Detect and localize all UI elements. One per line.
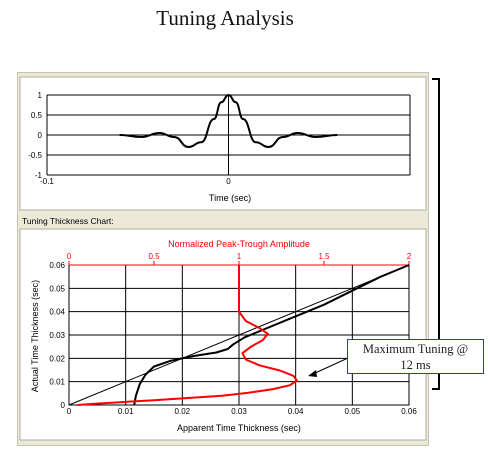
tuning-series-line xyxy=(133,264,410,406)
right-bracket xyxy=(432,78,440,390)
tuning-xtick-label: 0 xyxy=(67,407,72,416)
tuning-xtick-label: 0.04 xyxy=(288,407,304,416)
wavelet-ytick-label: 0 xyxy=(38,131,43,140)
callout-arrowhead xyxy=(308,370,317,377)
tuning-panel-header: Tuning Thickness Chart: xyxy=(22,216,114,226)
wavelet-xtick-label: -0.1 xyxy=(40,177,54,186)
tuning-top-tick-label: 0.5 xyxy=(148,252,160,261)
wavelet-xlabel: Time (sec) xyxy=(209,193,251,203)
tuning-ytick-label: 0.01 xyxy=(49,378,65,387)
tuning-top-tick-label: 1 xyxy=(237,252,242,261)
max-tuning-callout: Maximum Tuning @ 12 ms xyxy=(347,339,484,374)
tuning-xtick-label: 0.03 xyxy=(231,407,247,416)
tuning-xtick-label: 0.05 xyxy=(345,407,361,416)
tuning-xlabel: Apparent Time Thickness (sec) xyxy=(177,423,301,433)
wavelet-ytick-label: -0.5 xyxy=(28,151,42,160)
wavelet-xtick-label: 0 xyxy=(226,177,231,186)
callout-line-1: Maximum Tuning @ xyxy=(362,342,469,356)
tuning-top-title: Normalized Peak-Trough Amplitude xyxy=(168,239,310,249)
tuning-ytick-label: 0.04 xyxy=(49,308,65,317)
wavelet-ytick-label: 1 xyxy=(38,91,43,100)
wavelet-panel xyxy=(19,76,427,211)
tuning-ytick-label: 0.05 xyxy=(49,284,65,293)
wavelet-series-line xyxy=(119,93,338,149)
callout-arrow-line xyxy=(312,357,349,375)
page-title: Tuning Analysis xyxy=(156,6,294,30)
tuning-xtick-label: 0.02 xyxy=(175,407,191,416)
tuning-top-tick-label: 2 xyxy=(407,252,412,261)
tuning-ytick-label: 0.03 xyxy=(49,331,65,340)
reference-diagonal-line xyxy=(68,264,410,406)
tuning-ytick-label: 0.06 xyxy=(49,261,65,270)
tuning-xtick-label: 0.01 xyxy=(118,407,134,416)
callout-line-2: 12 ms xyxy=(400,358,431,372)
wavelet-plot: 1 0.5 0 -0.5 -1-0.1 0 xyxy=(28,91,411,186)
tuning-xtick-label: 0.06 xyxy=(401,407,417,416)
tuning-ytick-label: 0 xyxy=(61,401,66,410)
tuning-top-tick-label: 1.5 xyxy=(318,252,330,261)
tuning-ylabel: Actual Time Thickness (sec) xyxy=(30,280,40,392)
amplitude-series-line xyxy=(77,265,298,406)
tuning-ytick-label: 0.02 xyxy=(49,354,65,363)
tuning-top-tick-label: 0 xyxy=(67,252,72,261)
wavelet-ytick-label: -1 xyxy=(35,171,43,180)
wavelet-ytick-label: 0.5 xyxy=(31,111,43,120)
